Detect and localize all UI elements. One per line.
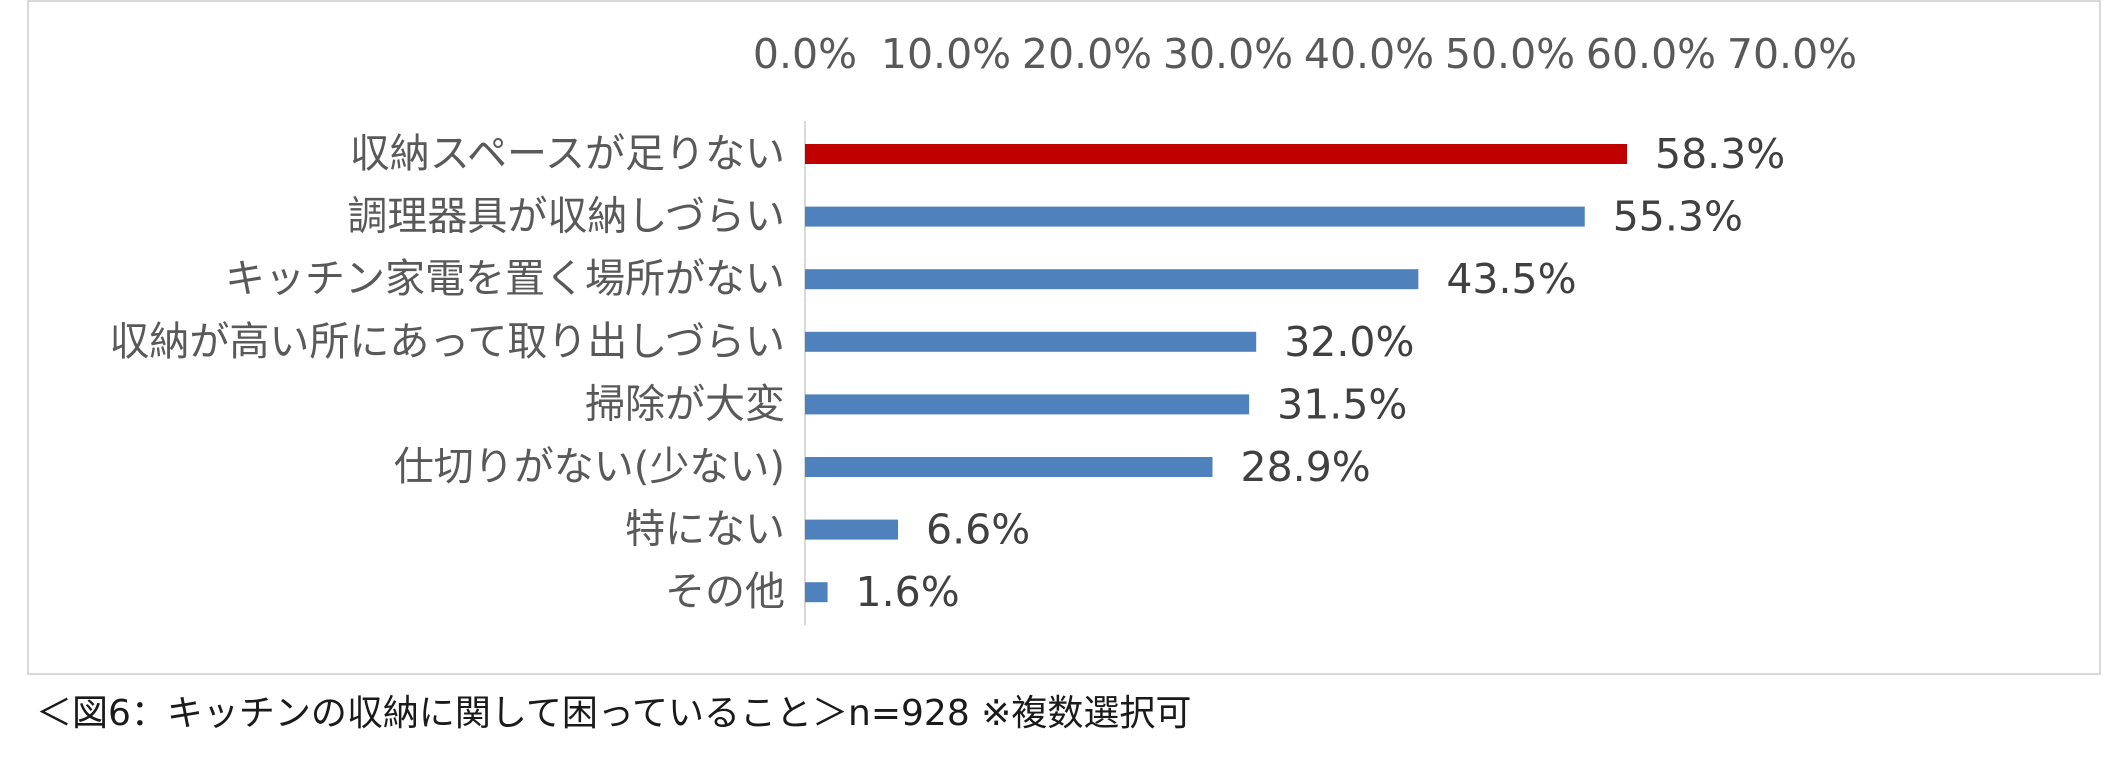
data-labels: 58.3% 55.3% 43.5% 32.0% 31.5% 28.9% 6.6% 1.6%	[856, 130, 1786, 616]
x-tick-label: 10.0%	[881, 30, 1011, 78]
x-tick-label: 30.0%	[1163, 30, 1293, 78]
data-label: 43.5%	[1446, 255, 1576, 303]
x-tick-label: 20.0%	[1022, 30, 1152, 78]
bar	[805, 394, 1250, 415]
chart-frame: 0.0% 10.0% 20.0% 30.0% 40.0% 50.0% 60.0% 70.0% …	[27, 0, 2101, 675]
category-label: キッチン家電を置く場所がない	[225, 256, 785, 302]
data-label: 32.0%	[1284, 318, 1414, 366]
category-label: 収納スペースが足りない	[350, 131, 785, 177]
x-tick-label: 40.0%	[1304, 30, 1434, 78]
bar	[805, 457, 1213, 477]
data-label: 1.6%	[856, 568, 960, 616]
bar	[805, 582, 828, 603]
bar	[805, 206, 1585, 227]
x-tick-label: 0.0%	[753, 30, 857, 78]
bar	[805, 269, 1419, 290]
category-label: その他	[665, 569, 785, 615]
category-label: 掃除が大変	[585, 381, 785, 427]
x-tick-label: 50.0%	[1445, 30, 1575, 78]
category-labels: 収納スペースが足りない調理器具が収納しづらいキッチン家電を置く場所がない収納が高…	[109, 131, 785, 615]
bar-chart: 0.0% 10.0% 20.0% 30.0% 40.0% 50.0% 60.0% 70.0% …	[109, 30, 1857, 626]
bar	[805, 144, 1628, 164]
data-label: 31.5%	[1277, 380, 1407, 428]
data-label: 6.6%	[926, 506, 1030, 554]
bar	[805, 519, 899, 540]
bars	[805, 144, 1628, 603]
data-label: 28.9%	[1240, 443, 1370, 491]
category-label: 収納が高い所にあって取り出しづらい	[109, 319, 785, 365]
data-label: 55.3%	[1613, 193, 1743, 241]
chart-caption: ＜図6：キッチンの収納に関して困っていること＞n=928 ※複数選択可	[36, 693, 1192, 734]
x-tick-label: 60.0%	[1586, 30, 1716, 78]
data-label: 58.3%	[1655, 130, 1785, 178]
x-tick-label: 70.0%	[1727, 30, 1857, 78]
bar	[805, 331, 1257, 352]
x-tick-labels: 0.0% 10.0% 20.0% 30.0% 40.0% 50.0% 60.0% 70.0%	[753, 30, 1857, 78]
category-label: 仕切りがない(少ない)	[394, 444, 785, 490]
category-label: 特にない	[625, 507, 785, 553]
category-label: 調理器具が収納しづらい	[347, 194, 785, 240]
